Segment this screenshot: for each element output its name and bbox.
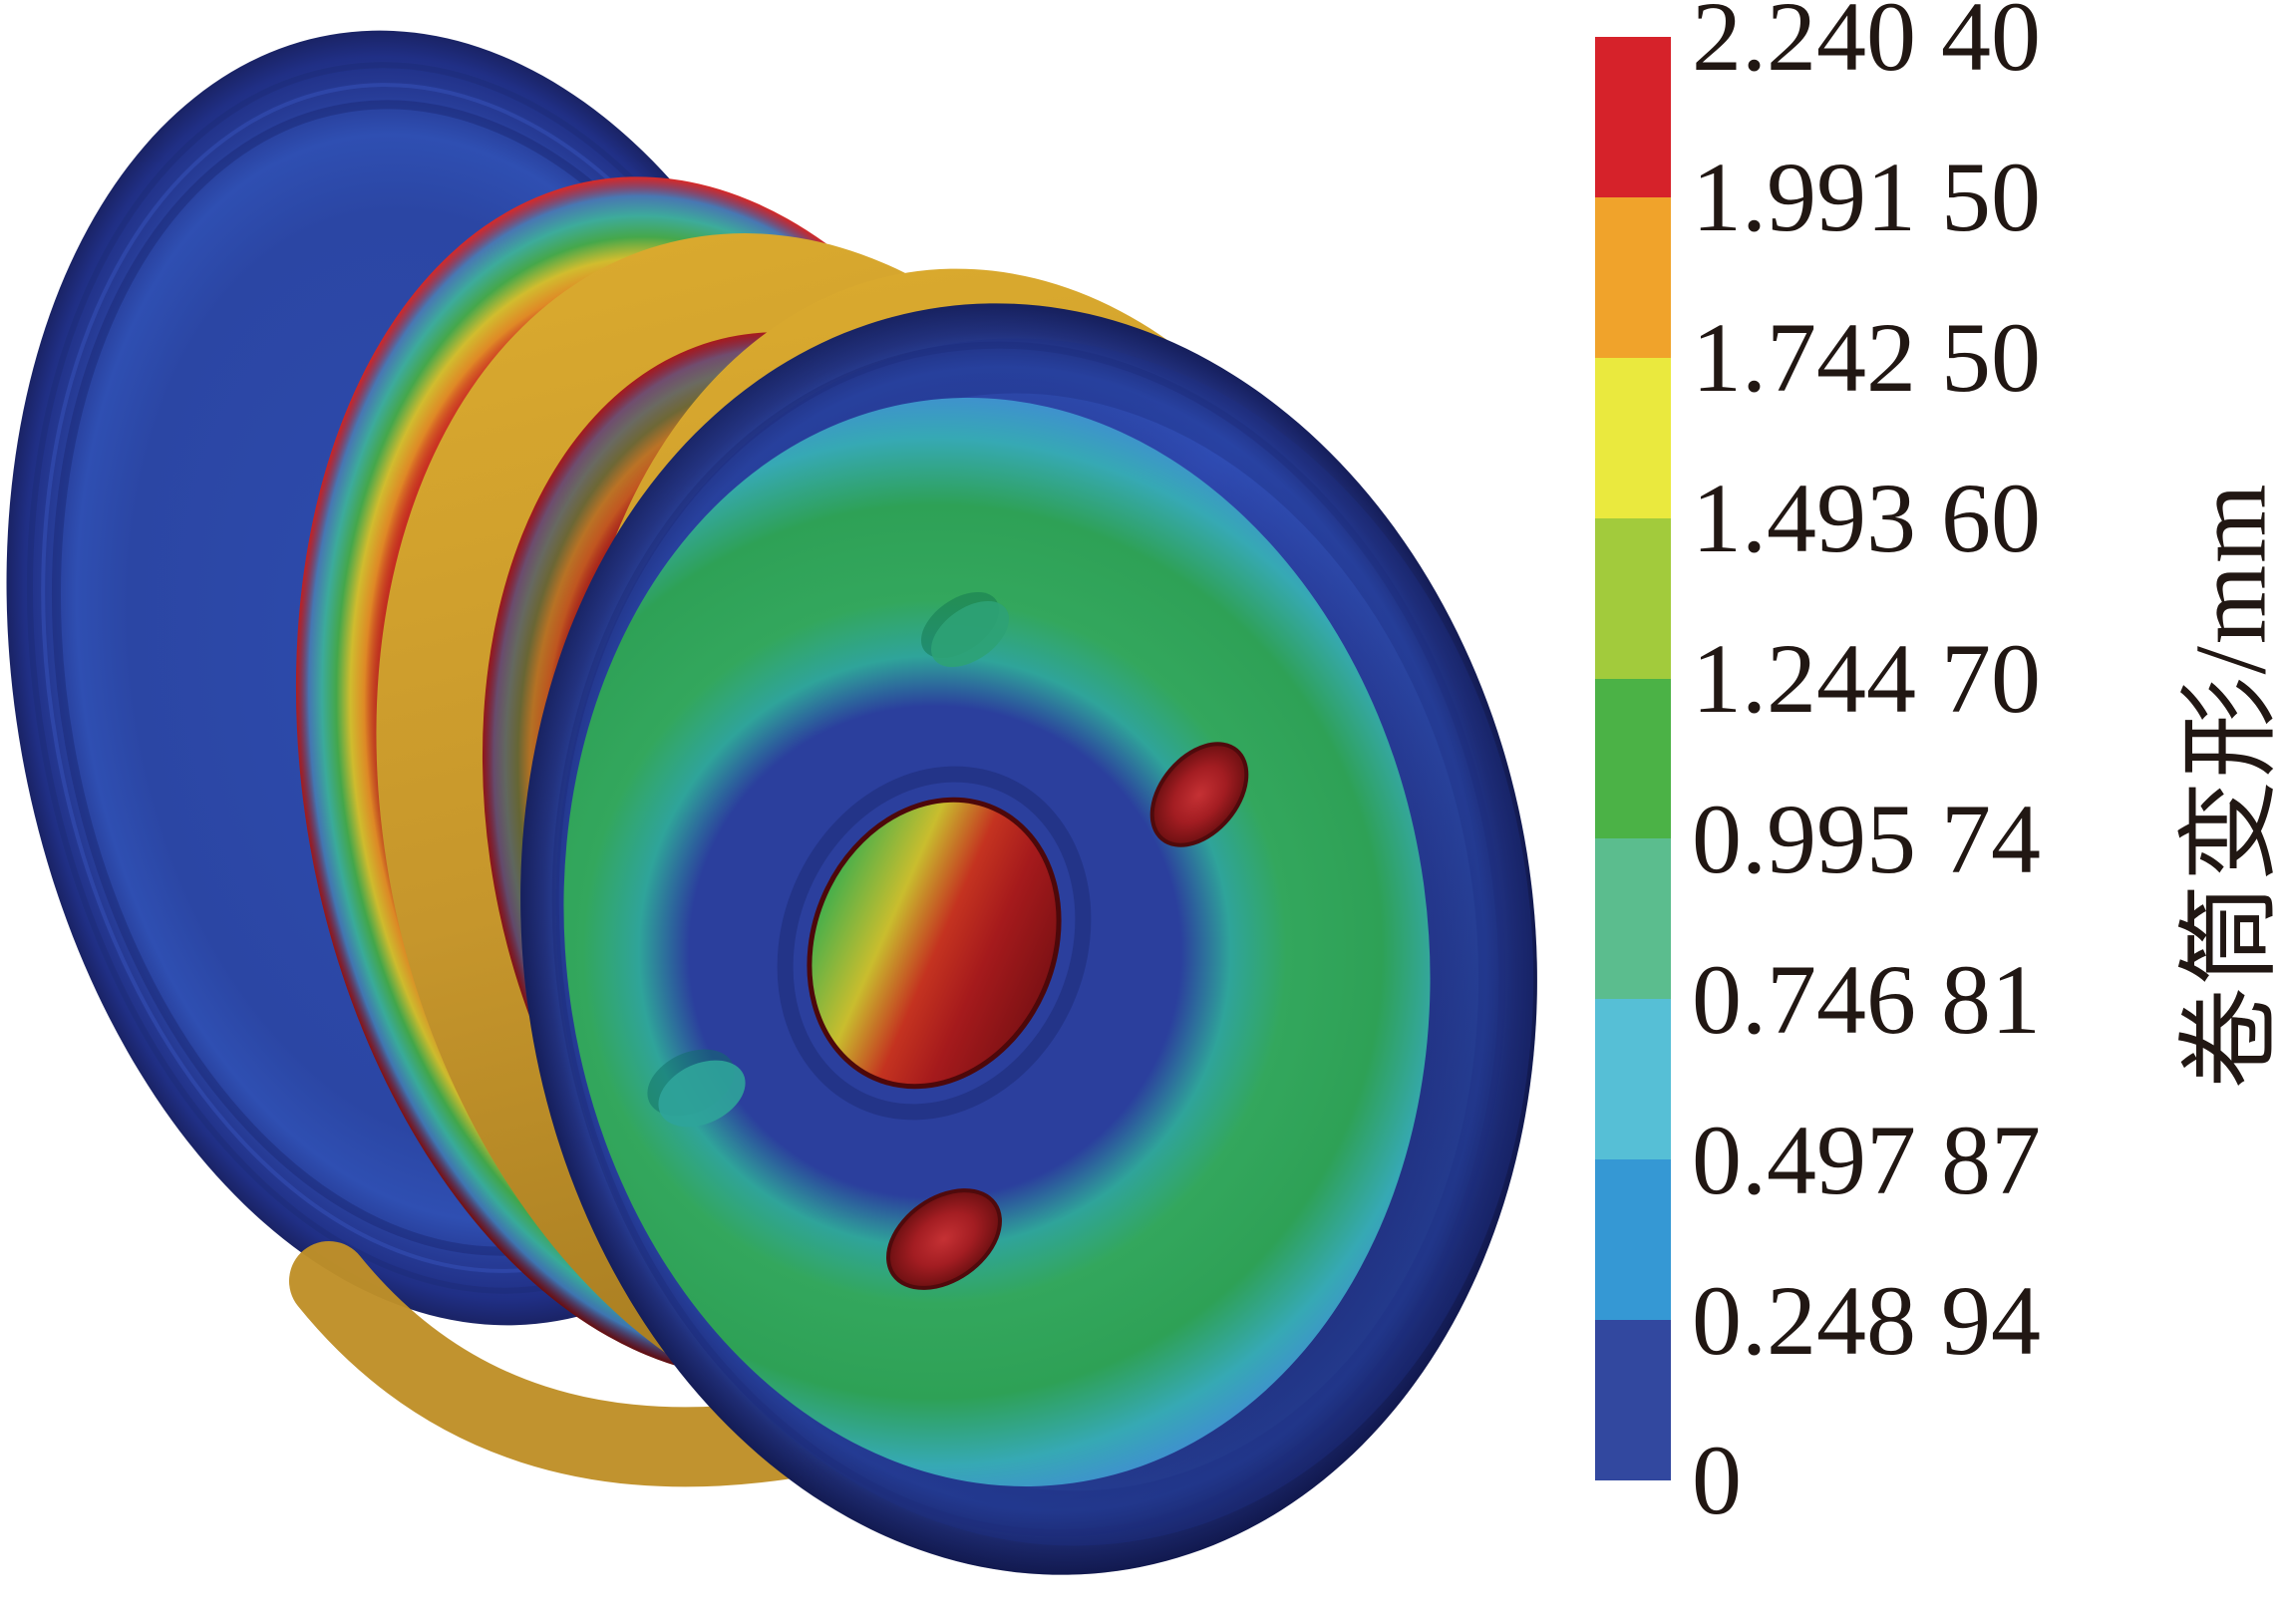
colorbar-band — [1595, 37, 1671, 197]
colorbar-axis-title: 卷筒变形/mm — [2174, 482, 2278, 1090]
hub-bore — [807, 797, 1062, 1090]
colorbar-band — [1595, 1159, 1671, 1321]
hub-bore-shadow-ring — [777, 766, 1092, 1121]
colorbar-tick-label: 1.742 50 — [1692, 302, 2041, 413]
colorbar-tick-label: 1.991 50 — [1692, 142, 2041, 252]
face-recess-left — [647, 1049, 746, 1128]
front-flange-rim-groove — [551, 341, 1506, 1537]
bolt-hole-upper — [1149, 742, 1249, 847]
drum-rendering — [6, 30, 1537, 1575]
colorbar-tick-label: 0.248 94 — [1692, 1265, 2041, 1376]
colorbar — [1595, 37, 1671, 1481]
colorbar-tick-label: 0 — [1692, 1425, 1742, 1535]
colorbar-tick-label: 1.244 70 — [1692, 623, 2041, 734]
colorbar-band — [1595, 1320, 1671, 1481]
colorbar-tick-label: 0.497 87 — [1692, 1105, 2041, 1215]
colorbar-band — [1595, 838, 1671, 1000]
groove-ridge-bottom — [289, 1241, 847, 1487]
colorbar-band — [1595, 678, 1671, 839]
colorbar-tick-label: 1.493 60 — [1692, 463, 2041, 573]
colorbar-band — [1595, 357, 1671, 518]
colorbar-band — [1595, 517, 1671, 679]
colorbar-band — [1595, 196, 1671, 358]
face-recess-top — [920, 591, 1010, 668]
colorbar-tick-label: 0.995 74 — [1692, 784, 2041, 894]
colorbar-tick-label: 0.746 81 — [1692, 944, 2041, 1055]
colorbar-band — [1595, 999, 1671, 1160]
bolt-hole-lower — [886, 1188, 1002, 1290]
colorbar-tick-label: 2.240 40 — [1692, 0, 2041, 92]
